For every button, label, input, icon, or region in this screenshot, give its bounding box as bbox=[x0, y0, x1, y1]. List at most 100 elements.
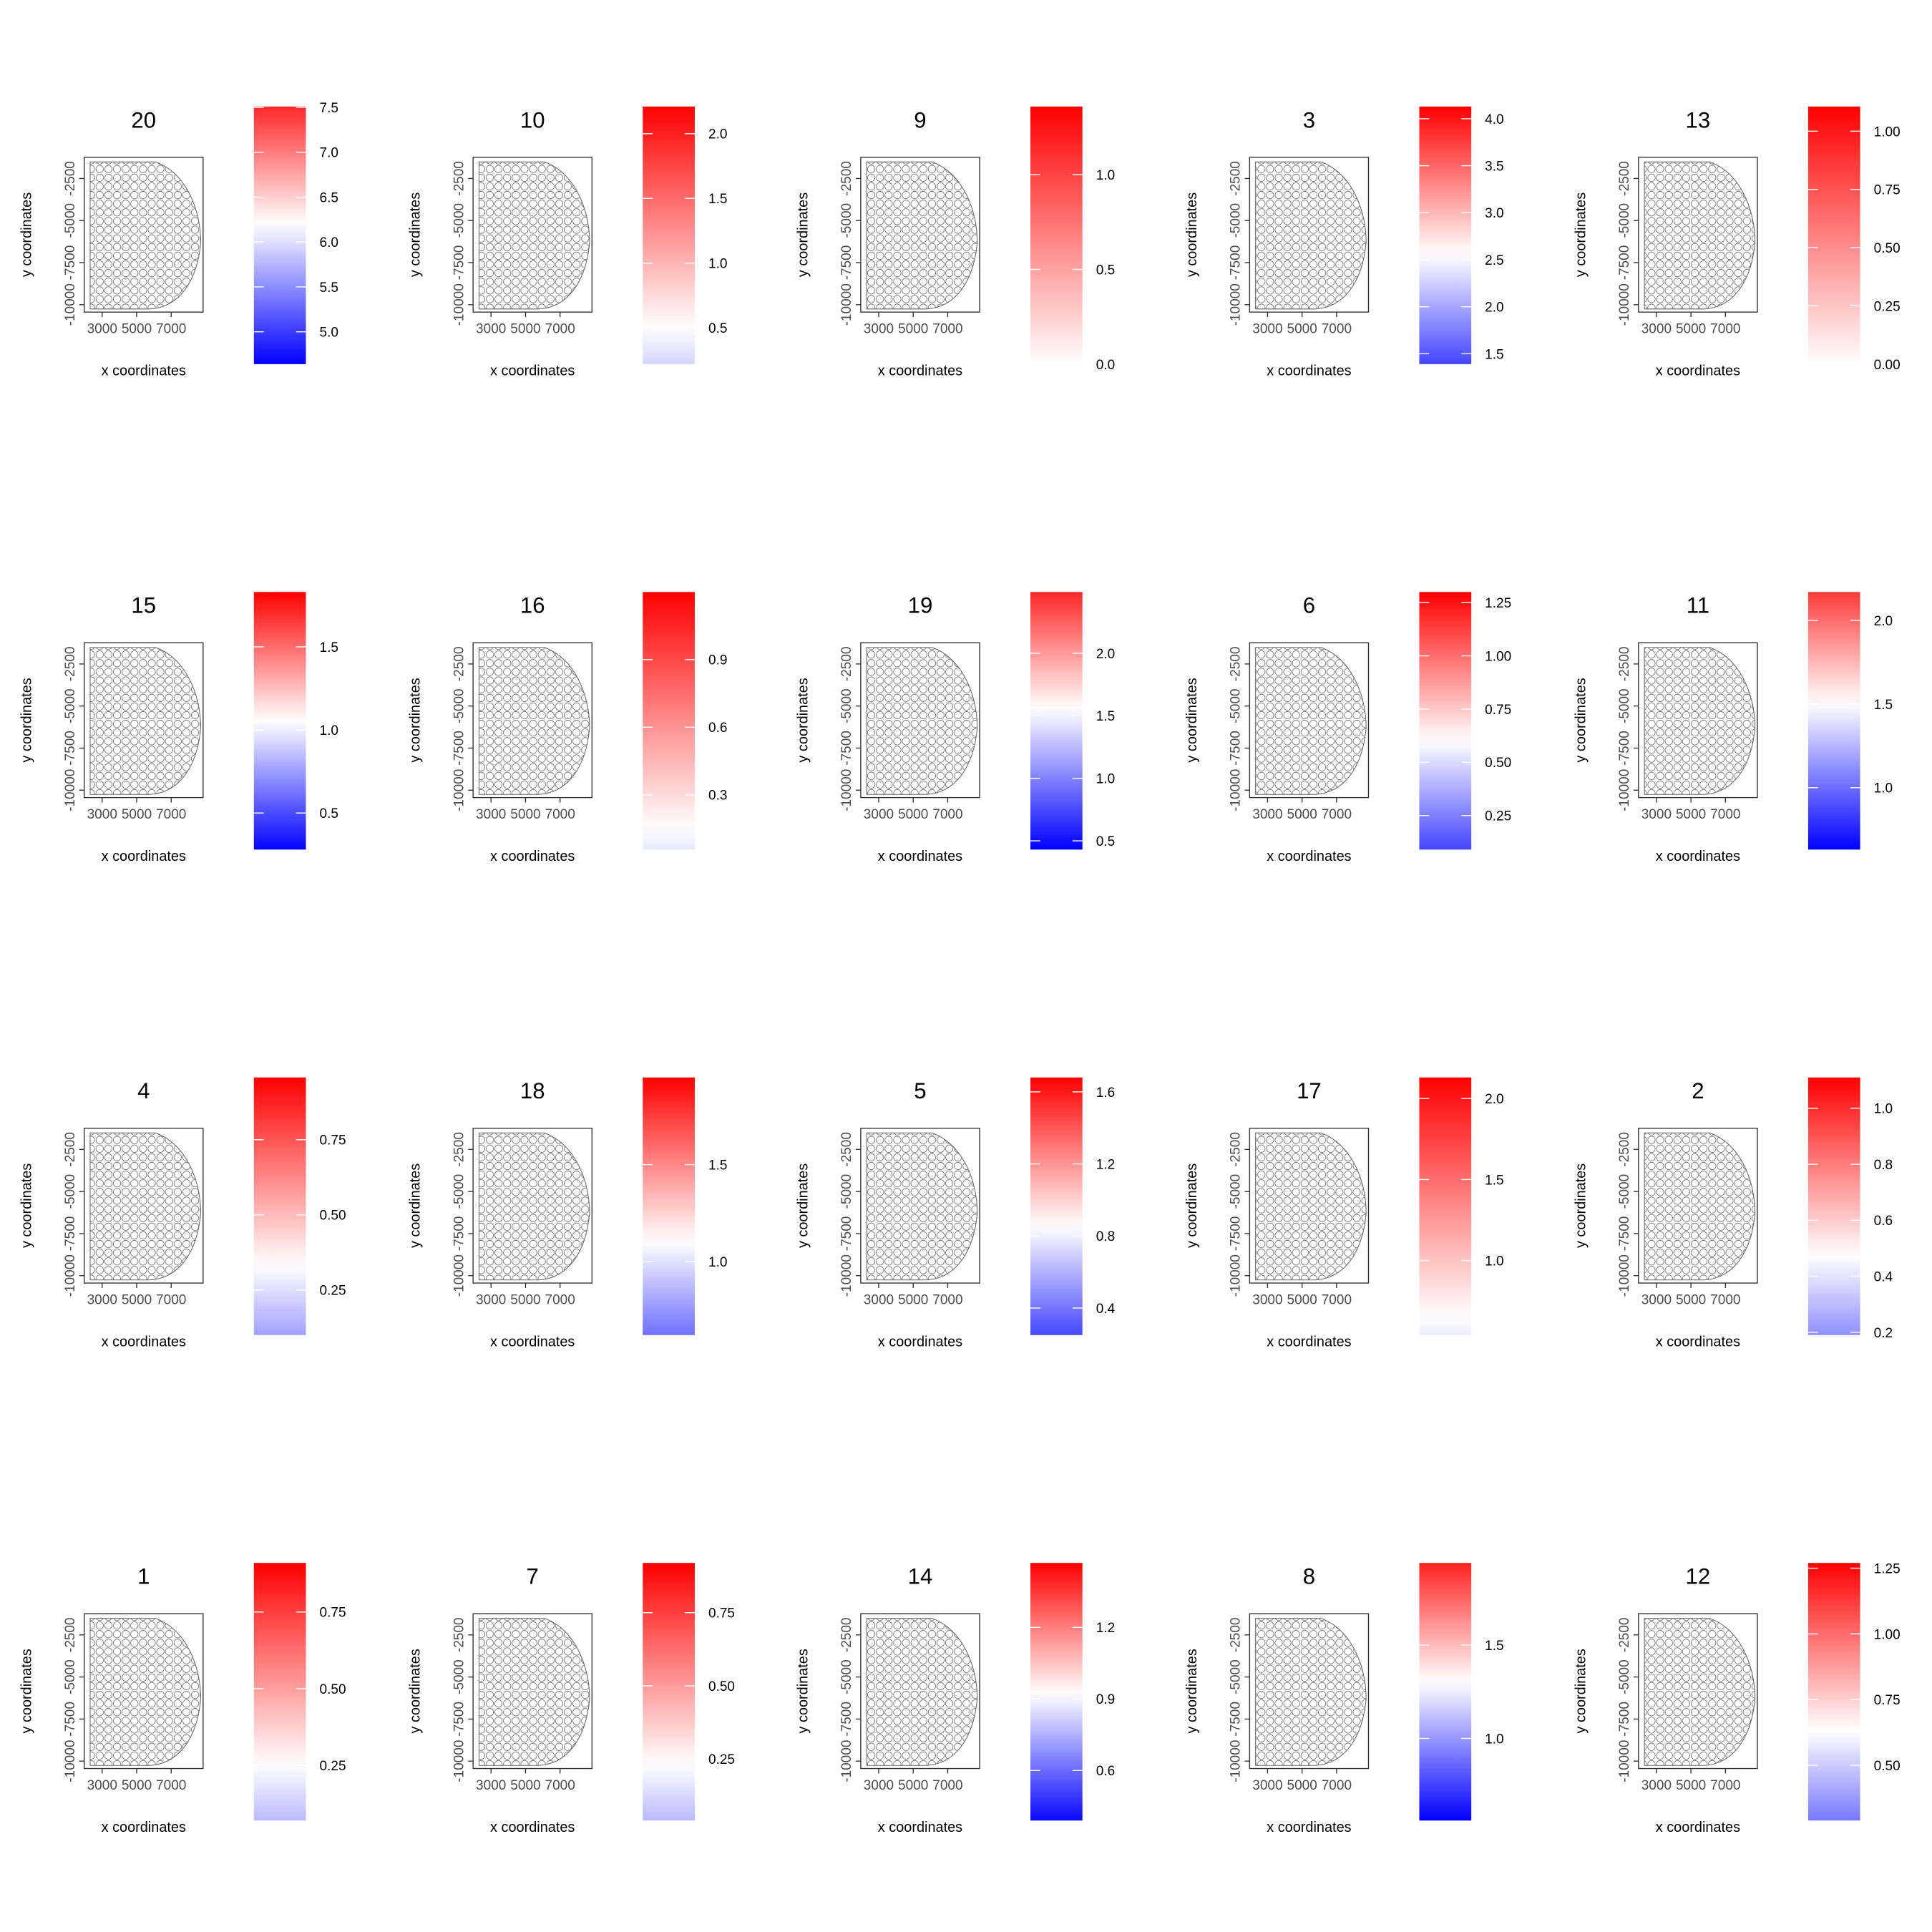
colorbar-tick-label: 0.8 bbox=[1096, 1229, 1115, 1244]
panel-title: 16 bbox=[520, 593, 545, 618]
colorbar-tick-label: 0.4 bbox=[1874, 1270, 1893, 1285]
x-tick-label: 3000 bbox=[476, 1292, 506, 1307]
colorbar-tick-label: 0.50 bbox=[1485, 756, 1511, 771]
x-tick-label: 5000 bbox=[510, 1778, 540, 1793]
panel-title: 20 bbox=[131, 107, 156, 132]
y-tick-label: -2500 bbox=[452, 1618, 467, 1653]
panel: 17 3000 5000 7000 -10000 -7500 -5000 -2500 x coo… bbox=[1184, 1077, 1504, 1350]
x-tick-label: 5000 bbox=[1676, 1292, 1706, 1307]
tissue bbox=[89, 1132, 202, 1281]
x-tick-label: 3000 bbox=[87, 322, 117, 337]
colorbar-tick-label: 1.25 bbox=[1874, 1562, 1901, 1577]
x-tick-label: 3000 bbox=[864, 807, 894, 822]
colorbar-tick-label: 1.0 bbox=[1874, 781, 1893, 796]
y-axis-label: y coordinates bbox=[795, 678, 811, 762]
y-tick-label: -10000 bbox=[452, 1740, 467, 1782]
y-tick-label: -10000 bbox=[839, 283, 854, 326]
plot-frame bbox=[472, 157, 592, 313]
y-tick-label: -7500 bbox=[1229, 1216, 1244, 1252]
tissue bbox=[1255, 1618, 1367, 1766]
panel-title: 10 bbox=[520, 107, 545, 132]
x-tick-label: 7000 bbox=[1322, 322, 1352, 337]
panel: 9 3000 5000 7000 -10000 -7500 -5000 -2500 x coor… bbox=[795, 106, 1115, 379]
panel-title: 12 bbox=[1686, 1564, 1711, 1589]
x-axis-label: x coordinates bbox=[1656, 1820, 1740, 1835]
colorbar bbox=[1030, 1077, 1083, 1335]
colorbar-tick-label: 2.0 bbox=[708, 127, 727, 142]
x-axis-label: x coordinates bbox=[102, 849, 186, 864]
y-axis-label: y coordinates bbox=[1184, 678, 1200, 762]
colorbar-tick-label: 0.50 bbox=[1874, 1759, 1901, 1774]
colorbar-tick-label: 0.5 bbox=[1096, 834, 1115, 849]
tissue bbox=[1255, 1132, 1367, 1281]
y-tick-label: -10000 bbox=[452, 769, 467, 811]
y-tick-label: -2500 bbox=[63, 161, 78, 196]
y-tick-label: -7500 bbox=[1617, 1216, 1632, 1252]
colorbar bbox=[1419, 1563, 1472, 1821]
panel: 1 3000 5000 7000 -10000 -7500 -5000 -2500 x coor… bbox=[19, 1563, 346, 1835]
x-axis-label: x coordinates bbox=[878, 1820, 962, 1835]
y-tick-label: -5000 bbox=[452, 203, 467, 238]
colorbar-tick-label: 0.50 bbox=[1874, 241, 1901, 256]
plot-frame bbox=[860, 1613, 980, 1770]
colorbar bbox=[1807, 1077, 1860, 1335]
y-tick-label: -5000 bbox=[839, 1659, 854, 1694]
tissue bbox=[1644, 647, 1756, 795]
tissue bbox=[1644, 161, 1756, 310]
x-tick-label: 5000 bbox=[1287, 1292, 1317, 1307]
y-tick-label: -5000 bbox=[1229, 1659, 1244, 1694]
y-tick-label: -7500 bbox=[452, 1702, 467, 1737]
y-tick-label: -7500 bbox=[452, 245, 467, 280]
colorbar-tick-label: 0.9 bbox=[1096, 1692, 1115, 1707]
colorbar-tick-label: 0.50 bbox=[320, 1209, 346, 1224]
colorbar-tick-label: 2.0 bbox=[1485, 1092, 1503, 1107]
colorbar-tick-label: 1.5 bbox=[1485, 1639, 1503, 1654]
panel-title: 4 bbox=[137, 1078, 150, 1103]
tissue bbox=[478, 161, 590, 310]
plot-frame bbox=[84, 157, 204, 313]
y-tick-label: -7500 bbox=[1617, 1702, 1632, 1737]
y-tick-label: -5000 bbox=[1617, 1659, 1632, 1694]
y-tick-label: -5000 bbox=[452, 1659, 467, 1694]
colorbar-tick-label: 1.5 bbox=[708, 192, 727, 207]
y-tick-label: -7500 bbox=[839, 245, 854, 280]
colorbar-tick-label: 7.5 bbox=[320, 101, 338, 116]
x-tick-label: 3000 bbox=[1641, 807, 1672, 822]
y-axis-label: y coordinates bbox=[408, 192, 424, 277]
plot-frame bbox=[84, 1613, 204, 1770]
x-tick-label: 5000 bbox=[898, 807, 928, 822]
x-tick-label: 7000 bbox=[1322, 1778, 1352, 1793]
colorbar-tick-label: 2.0 bbox=[1874, 614, 1893, 629]
panel-title: 2 bbox=[1692, 1078, 1704, 1103]
panel-title: 5 bbox=[914, 1078, 926, 1103]
y-tick-label: -2500 bbox=[1617, 647, 1632, 682]
y-tick-label: -7500 bbox=[1229, 1702, 1244, 1737]
y-axis-label: y coordinates bbox=[19, 678, 34, 762]
tissue bbox=[478, 647, 590, 795]
colorbar bbox=[253, 1563, 306, 1821]
y-tick-label: -7500 bbox=[1229, 245, 1244, 280]
tissue bbox=[89, 161, 202, 310]
tissue bbox=[478, 1132, 590, 1281]
y-tick-label: -10000 bbox=[839, 769, 854, 811]
x-axis-label: x coordinates bbox=[878, 1334, 962, 1350]
panel: 19 3000 5000 7000 -10000 -7500 -5000 -2500 x coo… bbox=[795, 592, 1115, 864]
colorbar bbox=[643, 106, 695, 364]
colorbar bbox=[1807, 592, 1860, 850]
colorbar-tick-label: 0.25 bbox=[320, 1284, 346, 1299]
colorbar bbox=[643, 1563, 695, 1821]
plot-frame bbox=[472, 1128, 592, 1284]
tissue bbox=[866, 161, 978, 310]
y-axis-label: y coordinates bbox=[1184, 1163, 1200, 1248]
colorbar bbox=[1030, 1563, 1083, 1821]
x-axis-label: x coordinates bbox=[490, 1820, 575, 1835]
x-tick-label: 7000 bbox=[1710, 1778, 1740, 1793]
x-tick-label: 5000 bbox=[1287, 322, 1317, 337]
y-axis-label: y coordinates bbox=[1184, 192, 1200, 277]
y-tick-label: -10000 bbox=[1229, 283, 1244, 326]
y-tick-label: -5000 bbox=[1229, 688, 1244, 723]
colorbar-tick-label: 0.5 bbox=[708, 321, 727, 336]
panel-title: 13 bbox=[1686, 107, 1711, 132]
x-axis-label: x coordinates bbox=[1656, 1334, 1740, 1350]
